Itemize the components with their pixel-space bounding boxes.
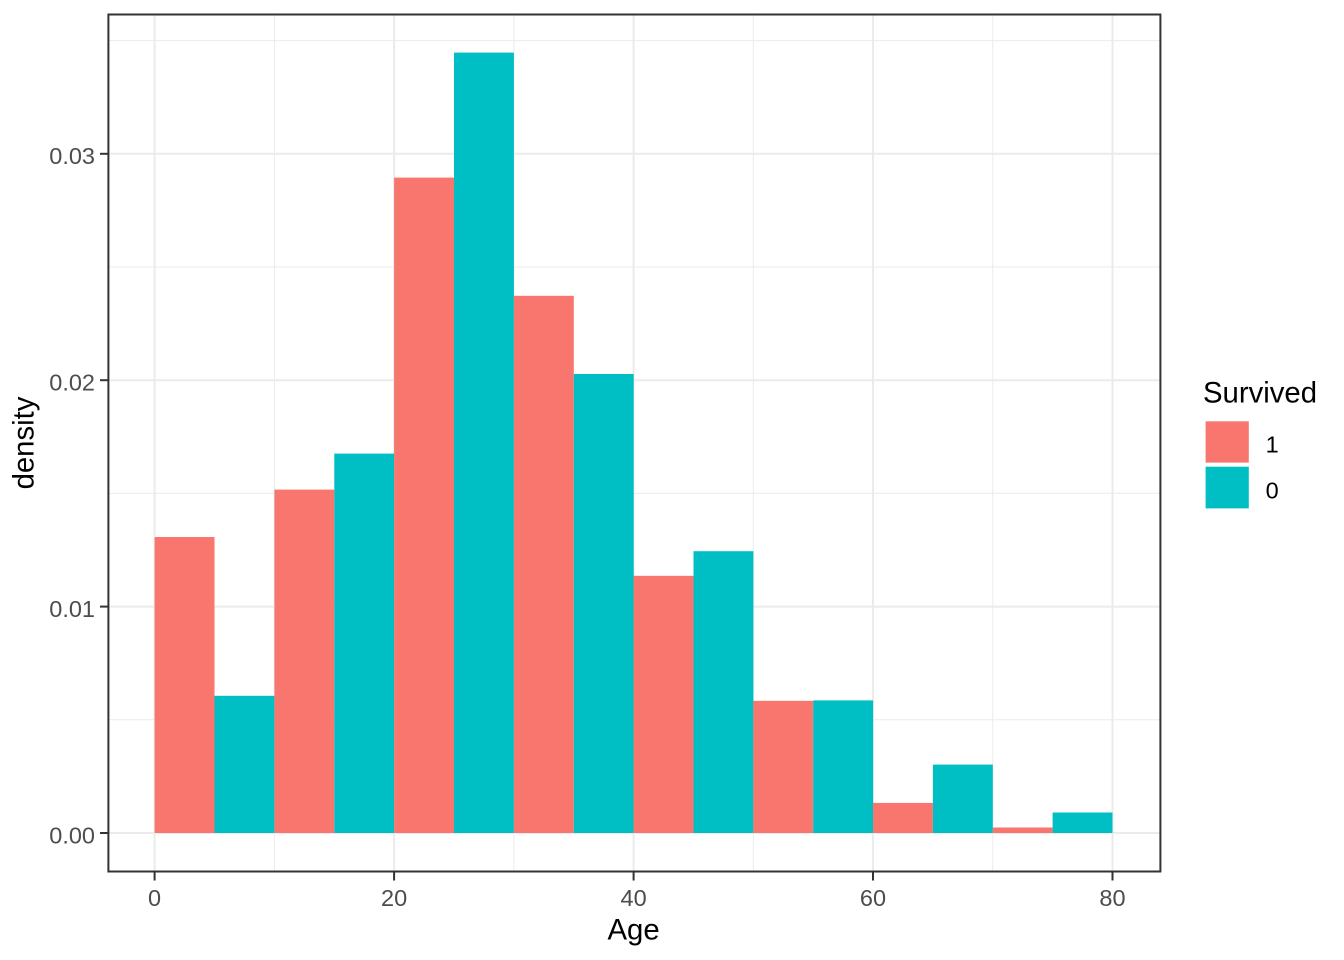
svg-text:Age: Age (608, 914, 660, 947)
svg-text:0: 0 (148, 885, 161, 911)
svg-text:60: 60 (860, 885, 886, 911)
svg-text:20: 20 (381, 885, 407, 911)
svg-text:Survived: Survived (1203, 377, 1317, 410)
svg-text:0.03: 0.03 (49, 143, 95, 169)
svg-text:80: 80 (1099, 885, 1125, 911)
svg-text:1: 1 (1266, 432, 1279, 458)
svg-text:40: 40 (621, 885, 647, 911)
svg-text:0.00: 0.00 (49, 822, 95, 848)
svg-text:density: density (8, 396, 41, 489)
svg-text:0: 0 (1266, 478, 1279, 504)
svg-text:0.01: 0.01 (49, 596, 95, 622)
svg-text:0.02: 0.02 (49, 370, 95, 396)
